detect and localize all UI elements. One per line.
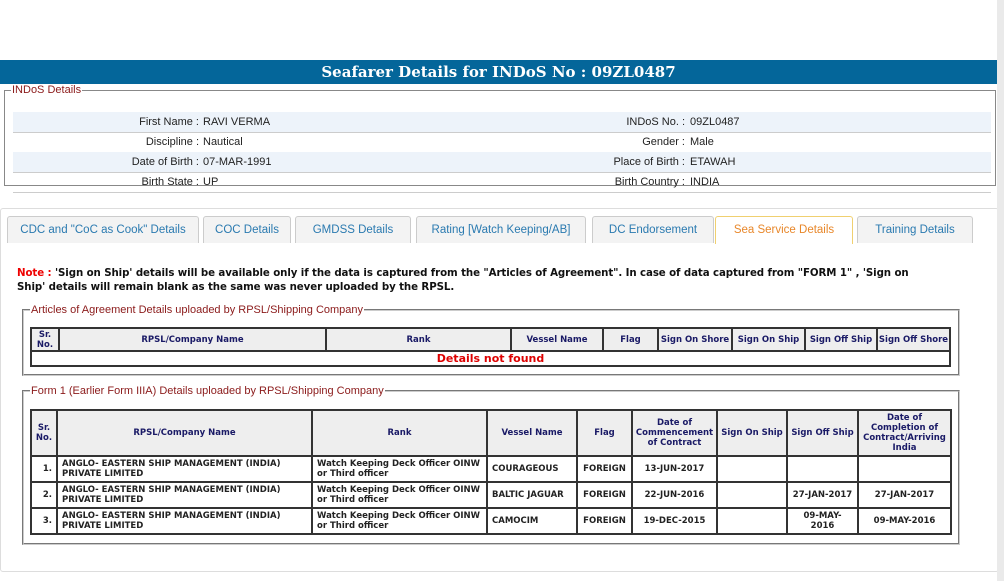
field-value: RAVI VERMA bbox=[203, 116, 271, 128]
details-not-found: Details not found bbox=[30, 350, 951, 367]
column-header: Sign On Shore bbox=[657, 327, 733, 352]
tab-rating-watch-keeping-ab[interactable]: Rating [Watch Keeping/AB] bbox=[416, 216, 586, 243]
table-cell bbox=[786, 455, 859, 483]
scrollbar[interactable] bbox=[997, 0, 1004, 581]
table-cell: 27-JAN-2017 bbox=[786, 481, 859, 509]
table-row: 1. ANGLO- EASTERN SHIP MANAGEMENT (INDIA)… bbox=[30, 455, 952, 483]
indos-row: First Name : RAVI VERMA INDoS No. : 09ZL… bbox=[13, 112, 991, 133]
field-label: Birth State : bbox=[141, 176, 199, 188]
tab-panel: CDC and "CoC as Cook" Details COC Details… bbox=[0, 208, 999, 572]
field-value: ETAWAH bbox=[690, 156, 736, 168]
table-cell: Watch Keeping Deck Officer OINW or Third… bbox=[311, 455, 488, 483]
column-header: Rank bbox=[311, 409, 488, 457]
table-cell: CAMOCIM bbox=[486, 507, 578, 535]
field-label: Discipline : bbox=[145, 136, 199, 148]
column-header: Sr. No. bbox=[30, 327, 60, 352]
table-cell: FOREIGN bbox=[576, 507, 633, 535]
tab-sea-service-details[interactable]: Sea Service Details bbox=[715, 216, 853, 244]
column-header: Date of Completion of Contract/Arriving … bbox=[857, 409, 952, 457]
table-cell: ANGLO- EASTERN SHIP MANAGEMENT (INDIA) P… bbox=[56, 507, 313, 535]
indos-row: Discipline : Nautical Gender : Male bbox=[13, 132, 991, 153]
indos-row: Birth State : UP Birth Country : INDIA bbox=[13, 172, 991, 193]
table-cell: FOREIGN bbox=[576, 481, 633, 509]
column-header: RPSL/Company Name bbox=[58, 327, 327, 352]
table-cell: Watch Keeping Deck Officer OINW or Third… bbox=[311, 481, 488, 509]
table-cell: FOREIGN bbox=[576, 455, 633, 483]
table-cell: 13-JUN-2017 bbox=[631, 455, 718, 483]
column-header: Flag bbox=[602, 327, 659, 352]
field-label: INDoS No. : bbox=[626, 116, 685, 128]
column-header: Sr. No. bbox=[30, 409, 58, 457]
tab-cdc-and-coc-as-cook-details[interactable]: CDC and "CoC as Cook" Details bbox=[7, 216, 199, 243]
field-value: 07-MAR-1991 bbox=[203, 156, 272, 168]
field-value: INDIA bbox=[690, 176, 720, 188]
column-header: Sign On Ship bbox=[716, 409, 788, 457]
field-label: Gender : bbox=[642, 136, 685, 148]
table-cell bbox=[716, 507, 788, 535]
table-cell bbox=[716, 455, 788, 483]
column-header: Vessel Name bbox=[486, 409, 578, 457]
field-value: Male bbox=[690, 136, 714, 148]
table-cell: 19-DEC-2015 bbox=[631, 507, 718, 535]
tab-training-details[interactable]: Training Details bbox=[857, 216, 973, 243]
table-cell: 2. bbox=[30, 481, 58, 509]
column-header: Sign Off Ship bbox=[804, 327, 878, 352]
column-header: RPSL/Company Name bbox=[56, 409, 313, 457]
form1-legend: Form 1 (Earlier Form IIIA) Details uploa… bbox=[31, 385, 384, 397]
table-cell: 1. bbox=[30, 455, 58, 483]
indos-legend: INDoS Details bbox=[12, 84, 82, 96]
field-value: 09ZL0487 bbox=[690, 116, 740, 128]
field-value: Nautical bbox=[203, 136, 243, 148]
field-label: First Name : bbox=[139, 116, 199, 128]
table-cell: ANGLO- EASTERN SHIP MANAGEMENT (INDIA) P… bbox=[56, 455, 313, 483]
tab-gmdss-details[interactable]: GMDSS Details bbox=[295, 216, 411, 243]
column-header: Sign Off Ship bbox=[786, 409, 859, 457]
articles-table: Sr. No. RPSL/Company Name Rank Vessel Name F… bbox=[30, 327, 951, 367]
field-value: UP bbox=[203, 176, 219, 188]
table-cell: 22-JUN-2016 bbox=[631, 481, 718, 509]
indos-details: INDoS Details First Name : RAVI VERMA IN… bbox=[4, 84, 996, 193]
form1-section: Form 1 (Earlier Form IIIA) Details uploa… bbox=[22, 385, 960, 545]
table-row: 3. ANGLO- EASTERN SHIP MANAGEMENT (INDIA)… bbox=[30, 507, 952, 535]
column-header: Sign On Ship bbox=[731, 327, 806, 352]
column-header: Sign Off Shore bbox=[876, 327, 951, 352]
articles-legend: Articles of Agreement Details uploaded b… bbox=[31, 304, 364, 316]
table-row: 2. ANGLO- EASTERN SHIP MANAGEMENT (INDIA)… bbox=[30, 481, 952, 509]
table-cell: BALTIC JAGUAR bbox=[486, 481, 578, 509]
tab-coc-details[interactable]: COC Details bbox=[203, 216, 291, 243]
column-header: Flag bbox=[576, 409, 633, 457]
table-cell bbox=[716, 481, 788, 509]
table-cell: 3. bbox=[30, 507, 58, 535]
column-header: Rank bbox=[325, 327, 512, 352]
table-cell: 09-MAY-2016 bbox=[857, 507, 952, 535]
table-cell: COURAGEOUS bbox=[486, 455, 578, 483]
form1-table: Sr. No. RPSL/Company Name Rank Vessel Name F… bbox=[30, 409, 952, 535]
field-label: Place of Birth : bbox=[613, 156, 685, 168]
page-title: Seafarer Details for INDoS No : 09ZL0487 bbox=[0, 60, 997, 84]
indos-row: Date of Birth : 07-MAR-1991 Place of Bir… bbox=[13, 152, 991, 173]
column-header: Vessel Name bbox=[510, 327, 604, 352]
table-cell: 27-JAN-2017 bbox=[857, 481, 952, 509]
table-cell: Watch Keeping Deck Officer OINW or Third… bbox=[311, 507, 488, 535]
table-cell: 09-MAY-2016 bbox=[786, 507, 859, 535]
table-cell bbox=[857, 455, 952, 483]
table-cell: ANGLO- EASTERN SHIP MANAGEMENT (INDIA) P… bbox=[56, 481, 313, 509]
tab-dc-endorsement[interactable]: DC Endorsement bbox=[592, 216, 714, 243]
articles-section: Articles of Agreement Details uploaded b… bbox=[22, 304, 960, 376]
field-label: Date of Birth : bbox=[131, 156, 199, 168]
note-text: Note : 'Sign on Ship' details will be av… bbox=[17, 266, 909, 293]
field-label: Birth Country : bbox=[614, 176, 685, 188]
column-header: Date of Commencement of Contract bbox=[631, 409, 718, 457]
